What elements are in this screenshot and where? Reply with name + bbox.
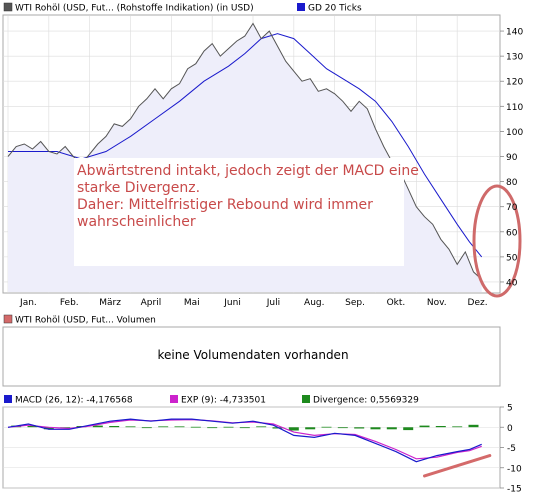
divergence-bar: [109, 426, 120, 428]
volume-empty-message: keine Volumendaten vorhanden: [157, 348, 348, 362]
macd-grid: [3, 406, 500, 489]
price-x-tick-label: Juni: [223, 298, 241, 308]
annotation-box: [74, 158, 404, 266]
price-y-tick-label: 80: [506, 178, 518, 188]
price-x-tick-label: Dez.: [468, 298, 488, 308]
divergence-bar: [141, 427, 152, 429]
price-x-tick-label: Aug.: [304, 298, 324, 308]
divergence-bar: [125, 426, 136, 428]
macd-y-tick-label: -10: [507, 464, 522, 474]
price-y-tick-label: 50: [506, 253, 518, 263]
divergence-legend-label: Divergence: 0,5569329: [313, 396, 419, 406]
price-y-axis: 40 50 60 70 80 90 100 110 120 130 140: [500, 28, 523, 288]
divergence-bar: [288, 427, 299, 431]
price-x-tick-label: Feb.: [60, 298, 79, 308]
divergence-bar: [158, 426, 169, 428]
macd-legend-swatch: [4, 395, 12, 403]
macd-trendline: [423, 454, 492, 478]
divergence-bar: [174, 426, 185, 428]
price-x-tick-label: Juli: [266, 298, 280, 308]
price-y-tick-label: 60: [506, 228, 518, 238]
price-x-tick-label: Okt.: [387, 298, 406, 308]
macd-y-axis: 5 0 -5 -10 -15: [500, 404, 522, 495]
divergence-bar: [321, 426, 332, 428]
annotation-line-4: wahrscheinlicher: [77, 214, 196, 230]
divergence-legend-swatch: [302, 395, 310, 403]
price-y-tick-label: 110: [506, 103, 523, 113]
divergence-bar: [239, 427, 250, 429]
price-legend-swatch: [3, 2, 13, 12]
divergence-bar: [207, 427, 218, 429]
divergence-bar: [452, 426, 463, 428]
gd20-legend-label: GD 20 Ticks: [308, 4, 362, 14]
macd-legend: MACD (26, 12): -4,176568 EXP (9): -4,733…: [4, 395, 419, 406]
volume-legend: WTI Rohöl (USD, Fut... Volumen: [3, 314, 156, 326]
divergence-bar: [43, 427, 54, 430]
exp-legend-label: EXP (9): -4,733501: [181, 396, 266, 406]
divergence-bar: [370, 427, 381, 430]
divergence-bar: [468, 424, 479, 428]
divergence-bar: [256, 426, 267, 428]
divergence-bar: [419, 425, 430, 428]
price-x-axis: Jan. Feb. März April Mai Juni Juli Aug. Sep. Okt.…: [19, 298, 488, 308]
macd-line: [7, 418, 482, 463]
divergence-bar: [386, 427, 397, 430]
highlight-ellipse: [472, 184, 522, 298]
price-y-tick-label: 90: [506, 153, 518, 163]
divergence-bar: [435, 426, 446, 428]
divergence-bar: [223, 426, 234, 428]
divergence-bar: [354, 427, 365, 429]
macd-panel: [2, 406, 501, 489]
macd-y-tick-label: 5: [507, 404, 513, 414]
price-x-tick-label: Jan.: [19, 298, 37, 308]
price-legend: WTI Rohöl (USD, Fut... (Rohstoffe Indika…: [3, 2, 362, 14]
volume-legend-swatch: [3, 314, 13, 324]
price-y-tick-label: 40: [506, 278, 518, 288]
macd-legend-label: MACD (26, 12): -4,176568: [15, 396, 133, 406]
price-panel: Jan. Feb. März April Mai Juni Juli Aug. Sep. Okt.…: [2, 14, 522, 308]
gd20-legend-swatch: [297, 3, 305, 11]
volume-legend-label: WTI Rohöl (USD, Fut... Volumen: [15, 316, 156, 326]
annotation-line-1: Abwärtstrend intakt, jedoch zeigt der MA…: [77, 163, 419, 179]
price-x-tick-label: April: [141, 298, 162, 308]
divergence-bar: [190, 426, 201, 428]
price-y-tick-label: 70: [506, 203, 518, 213]
exp-legend-swatch: [170, 395, 178, 403]
price-legend-label: WTI Rohöl (USD, Fut... (Rohstoffe Indika…: [15, 4, 254, 14]
volume-panel-frame: [2, 326, 501, 387]
macd-y-tick-label: -15: [507, 485, 522, 495]
price-y-tick-label: 100: [506, 128, 523, 138]
divergence-bar: [92, 425, 103, 428]
exp-line: [7, 418, 482, 460]
annotation-line-2: starke Divergenz.: [77, 180, 200, 196]
price-y-tick-label: 140: [506, 28, 523, 38]
gd20-line: [8, 33, 483, 258]
macd-y-tick-label: -5: [507, 444, 516, 454]
divergence-bar: [27, 426, 38, 428]
price-y-tick-label: 120: [506, 78, 523, 88]
macd-y-tick-label: 0: [507, 424, 513, 434]
price-x-tick-label: Nov.: [427, 298, 447, 308]
divergence-bar: [337, 427, 348, 429]
divergence-bar: [305, 427, 316, 430]
price-x-tick-label: März: [99, 298, 121, 308]
price-x-tick-label: Mai: [184, 298, 200, 308]
price-x-tick-label: Sep.: [345, 298, 365, 308]
divergence-bar: [403, 427, 414, 431]
price-y-tick-label: 130: [506, 53, 523, 63]
annotation-line-3: Daher: Mittelfristiger Rebound wird imme…: [77, 197, 373, 213]
